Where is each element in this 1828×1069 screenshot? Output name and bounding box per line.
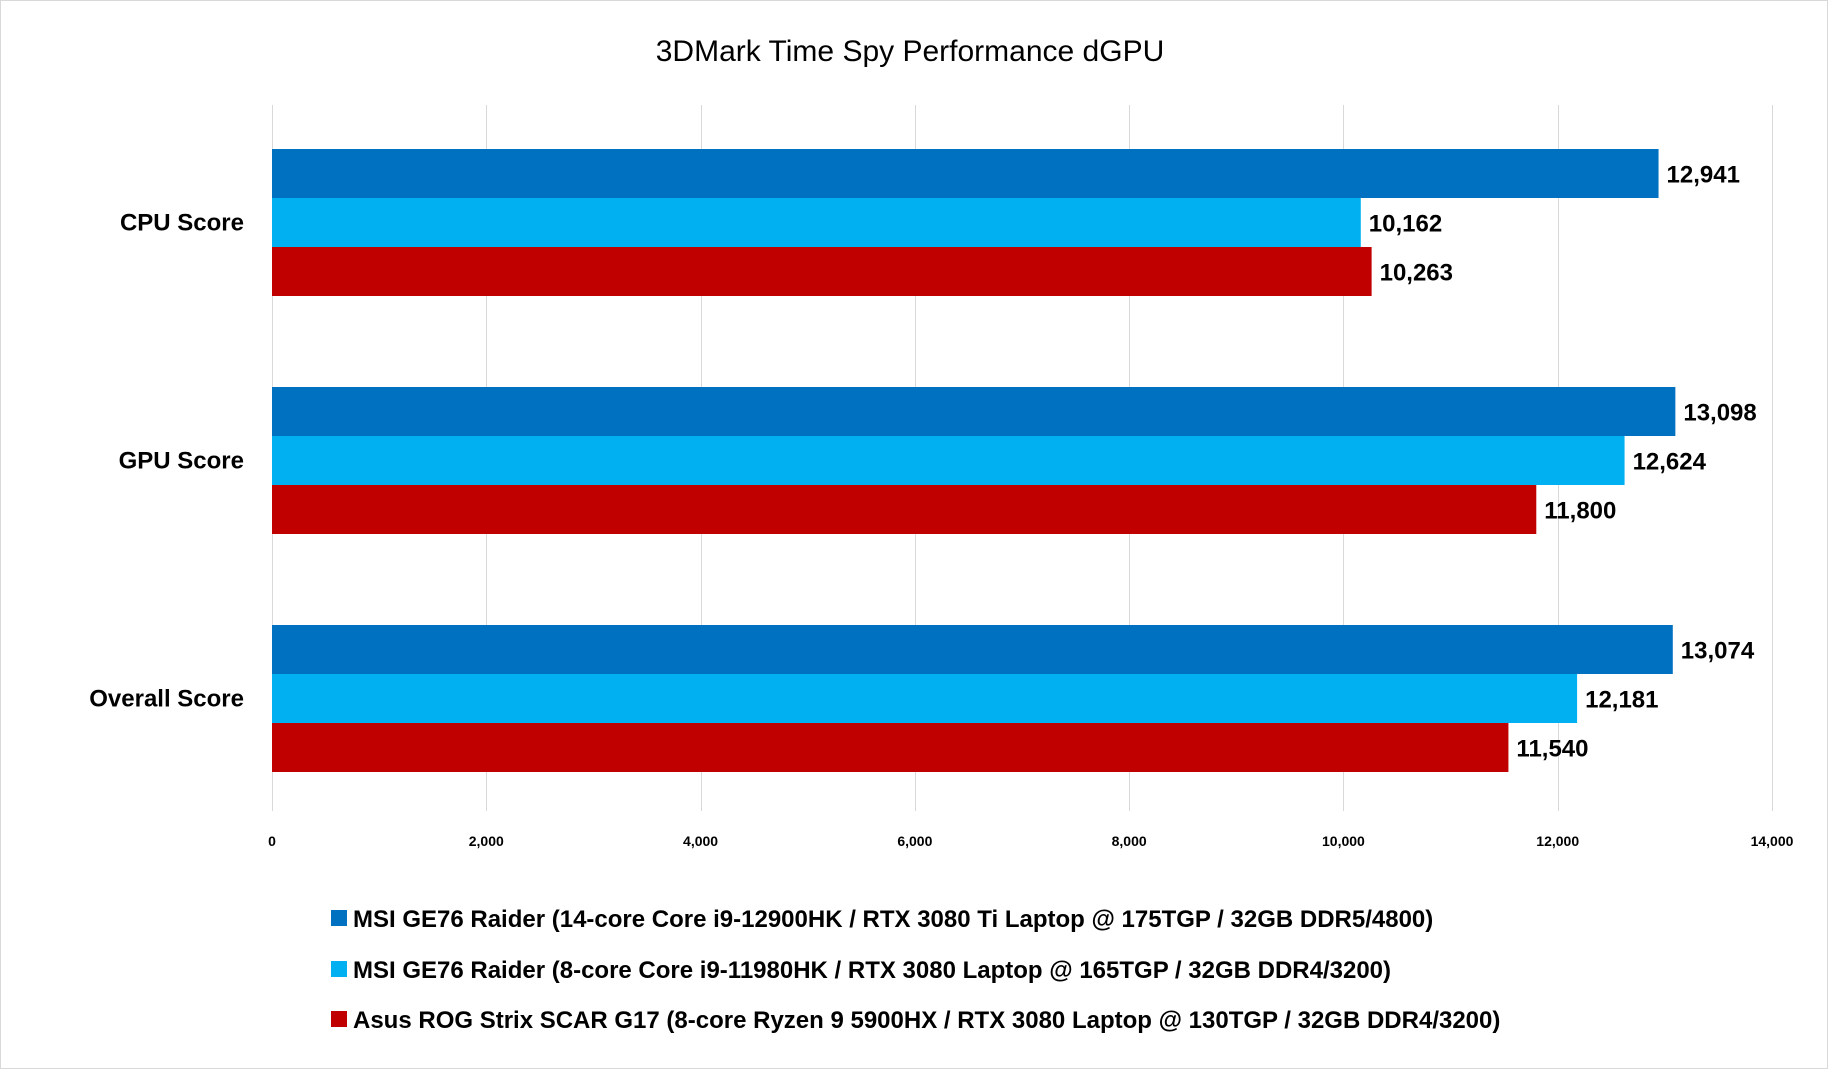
bar-0-1 <box>272 198 1361 247</box>
x-tick-label-4: 8,000 <box>1112 833 1147 849</box>
x-tick-label-1: 2,000 <box>469 833 504 849</box>
ticks-layer: 0 2,000 4,000 6,000 8,000 10,000 12,000 14,000 <box>268 833 1794 849</box>
bar-2-1 <box>272 674 1578 723</box>
x-tick-label-5: 10,000 <box>1322 833 1365 849</box>
data-label-2-1: 12,181 <box>1585 687 1658 714</box>
legend-swatch-1 <box>331 961 347 977</box>
x-tick-label-3: 6,000 <box>897 833 932 849</box>
data-label-1-0: 13,098 <box>1683 400 1756 427</box>
legend-label-0: MSI GE76 Raider (14-core Core i9-12900HK… <box>353 906 1433 933</box>
bar-0-2 <box>272 247 1372 296</box>
category-label-0: CPU Score <box>120 210 244 237</box>
data-label-0-1: 10,162 <box>1369 211 1442 238</box>
legend-swatch-0 <box>331 910 347 926</box>
bar-1-0 <box>272 387 1676 436</box>
data-label-1-2: 11,800 <box>1544 498 1616 525</box>
legend-swatch-2 <box>331 1011 347 1027</box>
bar-2-0 <box>272 625 1673 674</box>
x-tick-label-7: 14,000 <box>1751 833 1794 849</box>
bar-2-2 <box>272 723 1509 772</box>
category-label-2: Overall Score <box>89 686 244 713</box>
bar-1-1 <box>272 436 1625 485</box>
x-tick-label-0: 0 <box>268 833 276 849</box>
legend-label-2: Asus ROG Strix SCAR G17 (8-core Ryzen 9 … <box>353 1007 1500 1034</box>
data-label-0-2: 10,263 <box>1380 260 1453 287</box>
data-label-2-2: 11,540 <box>1516 736 1588 763</box>
data-label-0-0: 12,941 <box>1667 162 1740 189</box>
bar-1-2 <box>272 485 1537 534</box>
legend-label-1: MSI GE76 Raider (8-core Core i9-11980HK … <box>353 957 1391 984</box>
data-label-1-1: 12,624 <box>1633 449 1707 476</box>
legend: MSI GE76 Raider (14-core Core i9-12900HK… <box>331 906 1500 1034</box>
labels-layer: CPU Score GPU Score Overall Score 12,941 10,… <box>89 162 1757 763</box>
category-label-1: GPU Score <box>119 448 244 475</box>
bars-layer <box>272 149 1676 772</box>
x-tick-label-6: 12,000 <box>1536 833 1579 849</box>
data-label-2-0: 13,074 <box>1681 638 1755 665</box>
x-tick-label-2: 4,000 <box>683 833 718 849</box>
bar-0-0 <box>272 149 1659 198</box>
chart-title: 3DMark Time Spy Performance dGPU <box>656 35 1165 68</box>
